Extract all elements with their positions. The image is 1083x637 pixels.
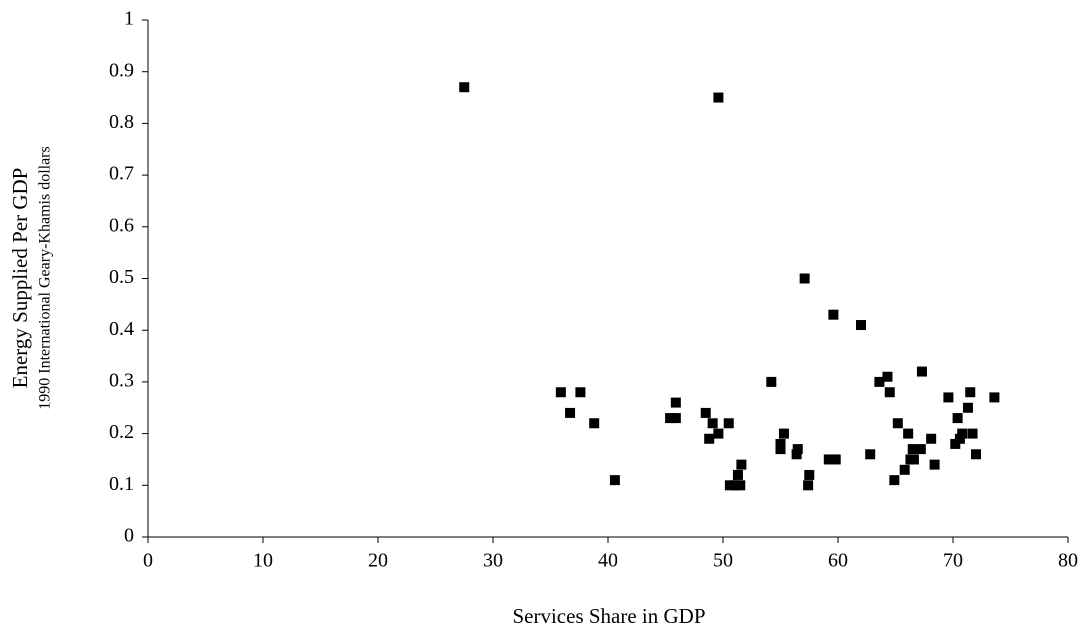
point xyxy=(713,92,724,103)
point xyxy=(957,428,968,439)
point xyxy=(830,454,841,465)
point xyxy=(943,392,954,403)
y-tick-label: 0.6 xyxy=(109,214,134,236)
y-tick-label: 1 xyxy=(124,8,134,30)
point xyxy=(967,428,978,439)
x-tick-label: 10 xyxy=(253,550,273,572)
point xyxy=(803,480,814,491)
y-tick-label: 0.9 xyxy=(109,59,134,81)
point xyxy=(724,480,735,491)
x-axis-title: Services Share in GDP xyxy=(512,604,705,628)
point xyxy=(775,438,786,449)
point xyxy=(907,444,918,455)
point xyxy=(799,273,810,284)
point xyxy=(882,371,893,382)
x-tick-label: 50 xyxy=(713,550,733,572)
y-tick-label: 0.3 xyxy=(109,369,134,391)
point xyxy=(828,309,839,320)
point xyxy=(804,469,815,480)
x-tick-label: 40 xyxy=(598,550,618,572)
point xyxy=(589,418,600,429)
point xyxy=(892,418,903,429)
point xyxy=(989,392,1000,403)
point xyxy=(971,449,981,460)
point xyxy=(874,376,885,387)
point xyxy=(732,469,743,480)
x-tick-label: 60 xyxy=(828,550,848,572)
point xyxy=(791,449,802,460)
point xyxy=(665,413,676,424)
point xyxy=(884,387,895,398)
point xyxy=(865,449,876,460)
point xyxy=(575,387,586,398)
point xyxy=(952,413,963,424)
point xyxy=(899,464,910,475)
point xyxy=(823,454,834,465)
point xyxy=(670,397,681,408)
point xyxy=(735,480,746,491)
y-tick-label: 0.1 xyxy=(109,473,134,495)
point xyxy=(792,444,803,455)
point xyxy=(565,407,576,418)
point xyxy=(707,418,718,429)
x-tick-label: 70 xyxy=(943,550,963,572)
y-tick-label: 0.7 xyxy=(109,163,134,185)
point xyxy=(459,82,470,93)
point xyxy=(926,433,937,444)
point xyxy=(908,454,919,465)
y-tick-label: 0.4 xyxy=(109,318,134,340)
point xyxy=(950,438,961,449)
y-tick-label: 0.8 xyxy=(109,111,134,133)
y-tick-label: 0.2 xyxy=(109,421,134,443)
point xyxy=(929,459,940,470)
point xyxy=(723,418,734,429)
point xyxy=(700,407,711,418)
y-axis-title: Energy Supplied Per GDP xyxy=(8,168,32,389)
point xyxy=(609,475,620,486)
x-tick-label: 20 xyxy=(368,550,388,572)
point xyxy=(916,366,927,377)
point xyxy=(766,376,777,387)
point xyxy=(704,433,715,444)
point xyxy=(915,444,926,455)
x-tick-label: 0 xyxy=(143,550,153,572)
x-tick-label: 30 xyxy=(483,550,503,572)
point xyxy=(962,402,973,413)
y-tick-label: 0.5 xyxy=(109,266,134,288)
point xyxy=(965,387,976,398)
y-axis-subtitle: 1990 International Geary-Khamis dollars xyxy=(37,146,54,409)
point xyxy=(903,428,914,439)
point xyxy=(736,459,747,470)
point xyxy=(775,444,786,455)
point xyxy=(555,387,566,398)
point xyxy=(954,433,965,444)
point xyxy=(889,475,900,486)
point xyxy=(713,428,724,439)
point xyxy=(778,428,789,439)
x-tick-label: 80 xyxy=(1058,550,1078,572)
point xyxy=(856,320,866,331)
point xyxy=(670,413,681,424)
y-tick-label: 0 xyxy=(124,525,134,547)
